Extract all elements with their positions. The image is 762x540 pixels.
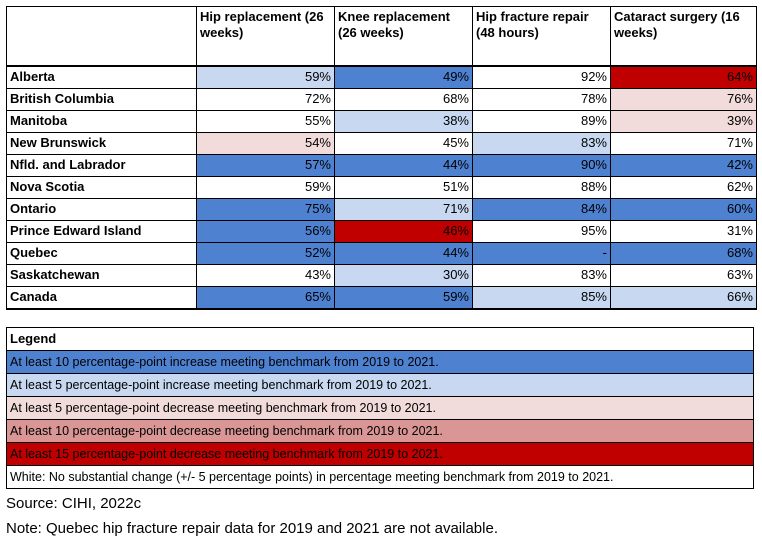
legend-body: Legend At least 10 percentage-point incr… — [6, 327, 754, 489]
header-cell-knee-replacement: Knee replacement (26 weeks) — [334, 6, 473, 67]
value-cell: 56% — [196, 220, 335, 243]
value-cell: 49% — [334, 65, 473, 89]
legend-row: At least 5 percentage-point decrease mee… — [6, 396, 754, 420]
value-cell: 64% — [610, 65, 757, 89]
table-row: Canada 65% 59% 85% 66% — [6, 286, 757, 310]
value-cell: 90% — [472, 154, 611, 177]
value-cell: 72% — [196, 88, 335, 111]
value-cell: 92% — [472, 65, 611, 89]
source-note: Source: CIHI, 2022c — [6, 495, 142, 512]
province-label: Quebec — [6, 242, 197, 265]
table-row: Manitoba 55% 38% 89% 39% — [6, 110, 757, 133]
table-header-row: Hip replacement (26 weeks) Knee replacem… — [6, 6, 757, 67]
value-cell: 44% — [334, 154, 473, 177]
legend-table: Legend At least 10 percentage-point incr… — [6, 327, 754, 489]
quebec-note: Note: Quebec hip fracture repair data fo… — [6, 520, 498, 537]
legend-row: At least 10 percentage-point decrease me… — [6, 419, 754, 443]
header-cell-blank — [6, 6, 197, 67]
legend-title: Legend — [6, 327, 754, 351]
value-cell: 78% — [472, 88, 611, 111]
value-cell: 59% — [196, 176, 335, 199]
value-cell: 46% — [334, 220, 473, 243]
header-cell-hip-fracture-repair: Hip fracture repair (48 hours) — [472, 6, 611, 67]
value-cell: 43% — [196, 264, 335, 287]
value-cell: 42% — [610, 154, 757, 177]
value-cell: 45% — [334, 132, 473, 155]
value-cell: 85% — [472, 286, 611, 310]
value-cell: 44% — [334, 242, 473, 265]
province-label: Alberta — [6, 65, 197, 89]
value-cell: 89% — [472, 110, 611, 133]
value-cell: 95% — [472, 220, 611, 243]
benchmark-table: Hip replacement (26 weeks) Knee replacem… — [6, 6, 757, 310]
value-cell: 65% — [196, 286, 335, 310]
legend-item: At least 10 percentage-point decrease me… — [6, 419, 754, 443]
legend-item: At least 5 percentage-point increase mee… — [6, 373, 754, 397]
table-row: Nova Scotia 59% 51% 88% 62% — [6, 176, 757, 199]
legend-row: White: No substantial change (+/- 5 perc… — [6, 465, 754, 489]
province-label: Nova Scotia — [6, 176, 197, 199]
table-row: Nfld. and Labrador 57% 44% 90% 42% — [6, 154, 757, 177]
legend-row: At least 15 percentage-point decrease me… — [6, 442, 754, 466]
table-body: Alberta 59% 49% 92% 64% British Columbia 72% 68… — [6, 65, 757, 310]
province-label: Saskatchewan — [6, 264, 197, 287]
legend-row: At least 10 percentage-point increase me… — [6, 350, 754, 374]
value-cell: 55% — [196, 110, 335, 133]
value-cell: 59% — [196, 65, 335, 89]
value-cell: 30% — [334, 264, 473, 287]
province-label: New Brunswick — [6, 132, 197, 155]
value-cell: 83% — [472, 132, 611, 155]
legend-item: At least 15 percentage-point decrease me… — [6, 442, 754, 466]
province-label: Prince Edward Island — [6, 220, 197, 243]
value-cell: 39% — [610, 110, 757, 133]
value-cell: - — [472, 242, 611, 265]
value-cell: 38% — [334, 110, 473, 133]
value-cell: 66% — [610, 286, 757, 310]
value-cell: 51% — [334, 176, 473, 199]
table-row: Saskatchewan 43% 30% 83% 63% — [6, 264, 757, 287]
province-label: Manitoba — [6, 110, 197, 133]
legend-row: At least 5 percentage-point increase mee… — [6, 373, 754, 397]
value-cell: 60% — [610, 198, 757, 221]
value-cell: 71% — [334, 198, 473, 221]
value-cell: 83% — [472, 264, 611, 287]
province-label: British Columbia — [6, 88, 197, 111]
value-cell: 52% — [196, 242, 335, 265]
value-cell: 84% — [472, 198, 611, 221]
table-row: Quebec 52% 44% -68% — [6, 242, 757, 265]
table-row: Ontario 75% 71% 84% 60% — [6, 198, 757, 221]
legend-item: White: No substantial change (+/- 5 perc… — [6, 465, 754, 489]
value-cell: 63% — [610, 264, 757, 287]
value-cell: 62% — [610, 176, 757, 199]
province-label: Nfld. and Labrador — [6, 154, 197, 177]
value-cell: 68% — [610, 242, 757, 265]
value-cell: 76% — [610, 88, 757, 111]
value-cell: 31% — [610, 220, 757, 243]
value-cell: 57% — [196, 154, 335, 177]
header-cell-cataract-surgery: Cataract surgery (16 weeks) — [610, 6, 757, 67]
legend-item: At least 10 percentage-point increase me… — [6, 350, 754, 374]
province-label: Canada — [6, 286, 197, 310]
province-label: Ontario — [6, 198, 197, 221]
legend-title-row: Legend — [6, 327, 754, 351]
table-row: New Brunswick 54% 45% 83% 71% — [6, 132, 757, 155]
table-row: Alberta 59% 49% 92% 64% — [6, 65, 757, 89]
value-cell: 68% — [334, 88, 473, 111]
legend-item: At least 5 percentage-point decrease mee… — [6, 396, 754, 420]
value-cell: 88% — [472, 176, 611, 199]
value-cell: 71% — [610, 132, 757, 155]
value-cell: 75% — [196, 198, 335, 221]
table-row: Prince Edward Island 56% 46% 95% 31% — [6, 220, 757, 243]
header-cell-hip-replacement: Hip replacement (26 weeks) — [196, 6, 335, 67]
value-cell: 59% — [334, 286, 473, 310]
value-cell: 54% — [196, 132, 335, 155]
table-row: British Columbia 72% 68% 78% 76% — [6, 88, 757, 111]
